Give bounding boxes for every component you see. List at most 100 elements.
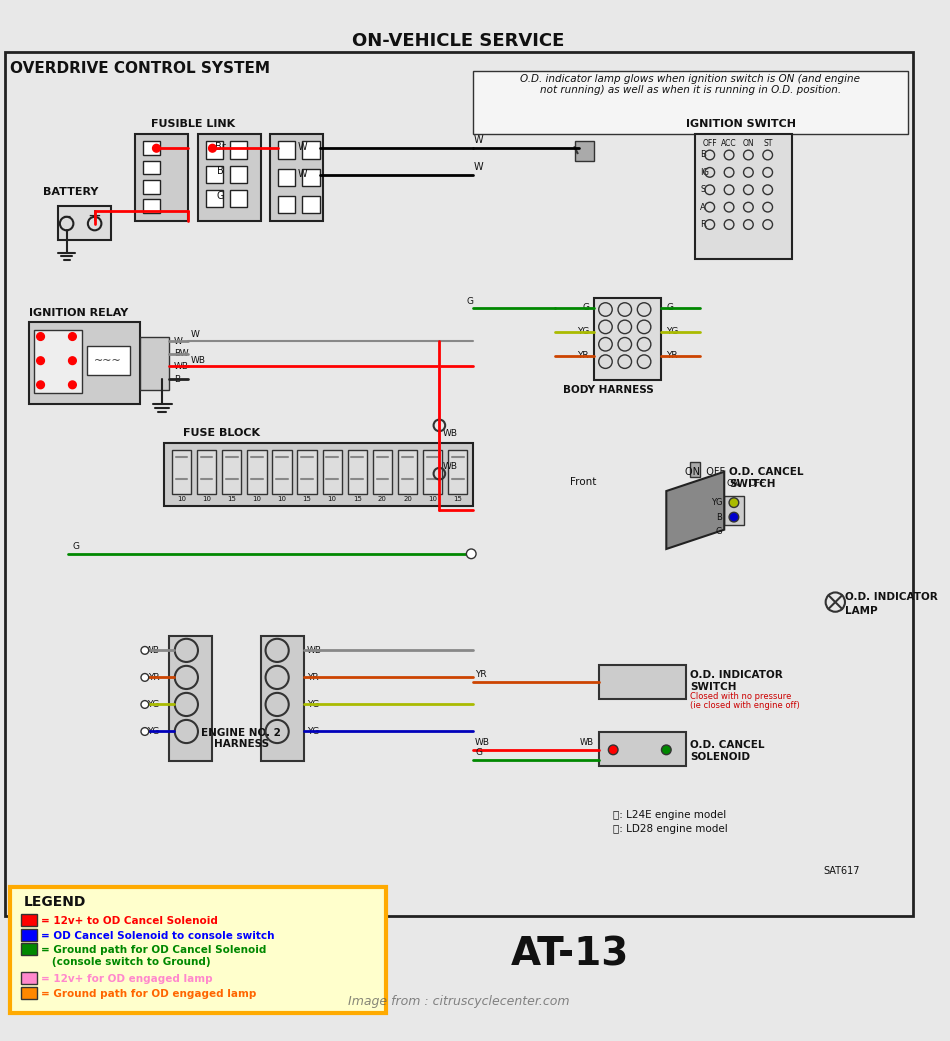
- Circle shape: [37, 357, 45, 364]
- Bar: [348, 451, 367, 493]
- Text: ST: ST: [763, 138, 772, 148]
- Text: Br: Br: [215, 143, 225, 152]
- Text: YG: YG: [307, 700, 319, 709]
- Bar: [21, 972, 37, 984]
- Text: ACC: ACC: [721, 138, 737, 148]
- Text: 15: 15: [303, 496, 312, 502]
- Text: 15: 15: [352, 496, 362, 502]
- Text: OFF: OFF: [702, 138, 717, 148]
- Text: W: W: [473, 162, 483, 173]
- Bar: [140, 336, 169, 389]
- Bar: [278, 169, 295, 186]
- Text: YR: YR: [666, 352, 678, 360]
- Bar: [222, 451, 241, 493]
- Bar: [135, 133, 188, 221]
- Bar: [423, 451, 443, 493]
- Text: = OD Cancel Solenoid to console switch: = OD Cancel Solenoid to console switch: [41, 932, 274, 941]
- Text: ON: ON: [743, 138, 754, 148]
- Text: (ie closed with engine off): (ie closed with engine off): [691, 701, 800, 710]
- Bar: [58, 206, 111, 240]
- Circle shape: [141, 674, 149, 681]
- Text: A: A: [700, 203, 706, 211]
- Bar: [142, 160, 161, 174]
- Bar: [724, 496, 744, 525]
- Text: +: +: [87, 207, 102, 225]
- Text: W: W: [174, 337, 182, 346]
- Text: G: G: [715, 527, 722, 536]
- Circle shape: [37, 333, 45, 340]
- Circle shape: [466, 549, 476, 559]
- Text: O.D. INDICATOR: O.D. INDICATOR: [845, 592, 938, 603]
- Bar: [302, 169, 319, 186]
- Text: ENGINE NO. 2: ENGINE NO. 2: [201, 728, 281, 738]
- Text: SOLENOID: SOLENOID: [691, 752, 750, 762]
- Circle shape: [37, 381, 45, 388]
- Text: 20: 20: [403, 496, 412, 502]
- Circle shape: [661, 745, 671, 755]
- Text: YG: YG: [147, 700, 160, 709]
- Text: YR: YR: [307, 672, 318, 682]
- Text: G: G: [72, 542, 80, 551]
- Text: LAMP: LAMP: [845, 606, 878, 616]
- Text: Front: Front: [570, 477, 596, 486]
- Bar: [473, 71, 907, 133]
- Text: LEGEND: LEGEND: [24, 894, 86, 909]
- Text: YG: YG: [666, 327, 678, 336]
- Bar: [302, 142, 319, 159]
- Bar: [297, 451, 316, 493]
- Bar: [206, 142, 223, 159]
- Text: = Ground path for OD Cancel Solenoid
   (console switch to Ground): = Ground path for OD Cancel Solenoid (co…: [41, 945, 266, 966]
- Text: WB: WB: [443, 429, 457, 437]
- Text: G: G: [666, 303, 674, 312]
- Bar: [21, 914, 37, 925]
- Bar: [197, 451, 217, 493]
- Bar: [230, 166, 247, 183]
- Text: BW: BW: [174, 350, 188, 358]
- Text: S: S: [700, 185, 705, 195]
- Bar: [278, 142, 295, 159]
- Text: 20: 20: [378, 496, 387, 502]
- Text: = 12v+ for OD engaged lamp: = 12v+ for OD engaged lamp: [41, 974, 212, 984]
- Bar: [86, 347, 130, 375]
- Text: SAT617: SAT617: [823, 866, 860, 875]
- Circle shape: [729, 498, 739, 507]
- Bar: [448, 451, 467, 493]
- Bar: [142, 142, 161, 155]
- Bar: [271, 133, 324, 221]
- Text: G: G: [217, 191, 224, 201]
- Bar: [691, 462, 700, 477]
- Text: SWITCH: SWITCH: [729, 480, 775, 489]
- Text: B: B: [716, 512, 722, 522]
- Text: O.D. indicator lamp glows when ignition switch is ON (and engine
not running) as: O.D. indicator lamp glows when ignition …: [521, 74, 861, 96]
- Text: O.D. CANCEL: O.D. CANCEL: [729, 467, 804, 477]
- Text: OFF: OFF: [749, 479, 766, 488]
- Text: G: G: [582, 303, 589, 312]
- Circle shape: [729, 512, 739, 522]
- Text: IGNITION RELAY: IGNITION RELAY: [28, 307, 128, 318]
- Text: WB: WB: [191, 356, 206, 364]
- Text: B: B: [700, 151, 706, 159]
- Bar: [5, 52, 913, 916]
- Bar: [598, 665, 686, 699]
- Text: WB: WB: [580, 738, 594, 747]
- Bar: [169, 636, 213, 761]
- Text: R: R: [700, 220, 706, 229]
- Bar: [260, 636, 304, 761]
- Text: ⓓ: LD28 engine model: ⓓ: LD28 engine model: [613, 824, 728, 834]
- Bar: [575, 142, 594, 160]
- Bar: [230, 189, 247, 207]
- Polygon shape: [666, 472, 724, 549]
- Bar: [302, 196, 319, 213]
- Bar: [247, 451, 267, 493]
- Text: W: W: [297, 143, 307, 152]
- Text: ON: ON: [726, 479, 740, 488]
- Text: G: G: [466, 297, 473, 306]
- Text: YR: YR: [475, 670, 486, 680]
- Text: FUSE BLOCK: FUSE BLOCK: [183, 428, 260, 438]
- Text: HARNESS: HARNESS: [214, 739, 269, 750]
- Bar: [594, 298, 661, 380]
- Text: WB: WB: [174, 362, 189, 371]
- Bar: [273, 451, 292, 493]
- Text: 10: 10: [177, 496, 186, 502]
- Text: ON  OFF: ON OFF: [685, 467, 725, 477]
